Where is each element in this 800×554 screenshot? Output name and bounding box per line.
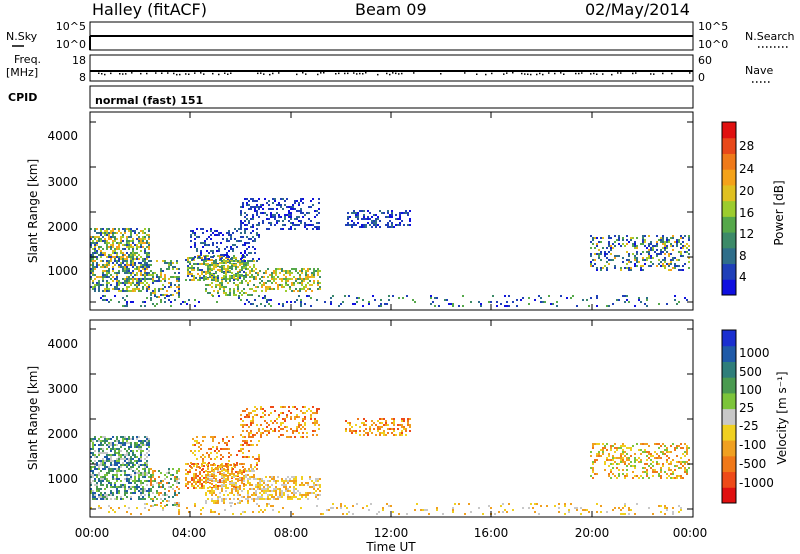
power-scatter xyxy=(90,198,690,307)
power-cbar-tick-16: 16 xyxy=(739,206,754,220)
nsearch-tick-top: 10^5 xyxy=(698,20,728,33)
nsky-tick-top: 10^5 xyxy=(56,20,86,33)
velocity-ylabel: Slant Range [km] xyxy=(26,366,40,470)
velocity-colorbar-title: Velocity [m s⁻¹] xyxy=(775,371,789,464)
power-colorbar-swatch xyxy=(722,216,736,233)
vel-ytick-3000: 3000 xyxy=(47,382,78,396)
nave-tick-bottom: 0 xyxy=(698,71,705,84)
velocity-y-axis: 4000 3000 2000 1000 xyxy=(47,337,78,486)
power-colorbar-swatch xyxy=(722,247,736,265)
velocity-colorbar-swatch xyxy=(722,377,736,394)
nave-label: Nave xyxy=(745,64,773,77)
power-cbar-tick-8: 8 xyxy=(739,249,747,263)
power-ytick-1000: 1000 xyxy=(47,264,78,278)
velocity-colorbar-swatch xyxy=(722,408,736,425)
vel-ytick-2000: 2000 xyxy=(47,427,78,441)
velocity-colorbar-swatch xyxy=(722,424,736,441)
power-colorbar-swatch xyxy=(722,153,736,170)
nave-dots xyxy=(98,72,691,76)
nsky-label: N.Sky xyxy=(6,30,38,43)
power-colorbar-title: Power [dB] xyxy=(772,180,786,245)
date-title: 02/May/2014 xyxy=(585,0,690,19)
velocity-colorbar-swatch xyxy=(722,361,736,378)
beam-title: Beam 09 xyxy=(355,0,427,19)
nsky-tick-bottom: 10^0 xyxy=(56,38,86,51)
xtick-2400: 00:00 xyxy=(673,526,708,540)
power-colorbar-swatch xyxy=(722,232,736,249)
freq-strip: Freq. [MHz] 18 8 60 0 Nave xyxy=(6,53,773,84)
velocity-colorbar-swatch xyxy=(722,392,736,410)
vel-cbar-tick-m500: -500 xyxy=(739,457,766,471)
vel-cbar-tick-m100: -100 xyxy=(739,438,766,452)
xaxis-label: Time UT xyxy=(365,540,416,554)
power-colorbar-swatch xyxy=(722,263,736,280)
vel-cbar-tick-100: 100 xyxy=(739,383,762,397)
freq-label-line2: [MHz] xyxy=(6,66,38,79)
xtick-2000: 20:00 xyxy=(575,526,610,540)
power-colorbar-swatch xyxy=(722,122,736,139)
nsky-strip: N.Sky 10^5 10^0 10^5 10^0 N.Search xyxy=(6,20,795,51)
xtick-0400: 04:00 xyxy=(172,526,207,540)
power-colorbar-swatch xyxy=(722,200,736,217)
vel-ytick-4000: 4000 xyxy=(47,337,78,351)
power-colorbar-swatch xyxy=(722,184,736,202)
velocity-scatter xyxy=(90,406,690,515)
xtick-1600: 16:00 xyxy=(474,526,509,540)
nsearch-label: N.Search xyxy=(745,30,795,43)
power-ytick-4000: 4000 xyxy=(47,129,78,143)
nave-tick-top: 60 xyxy=(698,54,712,67)
power-ytick-2000: 2000 xyxy=(47,220,78,234)
cpid-value: normal (fast) 151 xyxy=(95,94,203,107)
power-colorbar-ticks: 28 24 20 16 12 8 4 xyxy=(739,139,754,284)
station-title: Halley (fitACF) xyxy=(92,0,207,19)
nsearch-tick-bottom: 10^0 xyxy=(698,38,728,51)
velocity-colorbar: 1000 500 100 25 -25 -100 -500 -1000 Velo… xyxy=(721,329,789,504)
power-cbar-tick-12: 12 xyxy=(739,227,754,241)
velocity-panel: 4000 3000 2000 1000 Slant Range [km] 00:… xyxy=(26,319,708,554)
vel-cbar-tick-m1000: -1000 xyxy=(739,476,774,490)
cpid-strip: CPID normal (fast) 151 xyxy=(8,85,694,109)
velocity-colorbar-swatch xyxy=(722,455,736,473)
power-cbar-tick-4: 4 xyxy=(739,270,747,284)
vel-ytick-1000: 1000 xyxy=(47,472,78,486)
xtick-0800: 08:00 xyxy=(274,526,309,540)
vel-cbar-tick-500: 500 xyxy=(739,365,762,379)
xtick-1200: 12:00 xyxy=(374,526,409,540)
power-cbar-tick-20: 20 xyxy=(739,184,754,198)
velocity-colorbar-swatch xyxy=(722,345,736,362)
power-colorbar-swatch xyxy=(722,279,736,296)
velocity-colorbar-swatch xyxy=(722,471,736,488)
power-colorbar-swatch xyxy=(722,137,736,154)
freq-tick-bottom: 8 xyxy=(79,71,86,84)
velocity-colorbar-ticks: 1000 500 100 25 -25 -100 -500 -1000 xyxy=(739,346,774,490)
freq-tick-top: 18 xyxy=(72,54,86,67)
x-axis: 00:00 04:00 08:00 12:00 16:00 20:00 00:0… xyxy=(75,526,708,540)
xtick-0000: 00:00 xyxy=(75,526,110,540)
velocity-colorbar-swatch xyxy=(722,487,736,504)
cpid-label: CPID xyxy=(8,91,37,104)
power-cbar-tick-24: 24 xyxy=(739,162,754,176)
freq-label-line1: Freq. xyxy=(14,53,41,66)
power-colorbar-swatch xyxy=(722,169,736,186)
vel-cbar-tick-25: 25 xyxy=(739,401,754,415)
power-colorbar: 28 24 20 16 12 8 4 Power [dB] xyxy=(721,121,786,296)
power-y-axis: 4000 3000 2000 1000 xyxy=(47,129,78,278)
vel-cbar-tick-m25: -25 xyxy=(739,419,759,433)
power-cbar-tick-28: 28 xyxy=(739,139,754,153)
axis-tick-marks xyxy=(89,112,694,517)
vel-cbar-tick-1000: 1000 xyxy=(739,346,770,360)
power-panel: 4000 3000 2000 1000 Slant Range [km] xyxy=(26,111,694,311)
power-ytick-3000: 3000 xyxy=(47,175,78,189)
velocity-colorbar-swatch xyxy=(722,440,736,457)
power-ylabel: Slant Range [km] xyxy=(26,159,40,263)
velocity-colorbar-swatch xyxy=(722,330,736,347)
